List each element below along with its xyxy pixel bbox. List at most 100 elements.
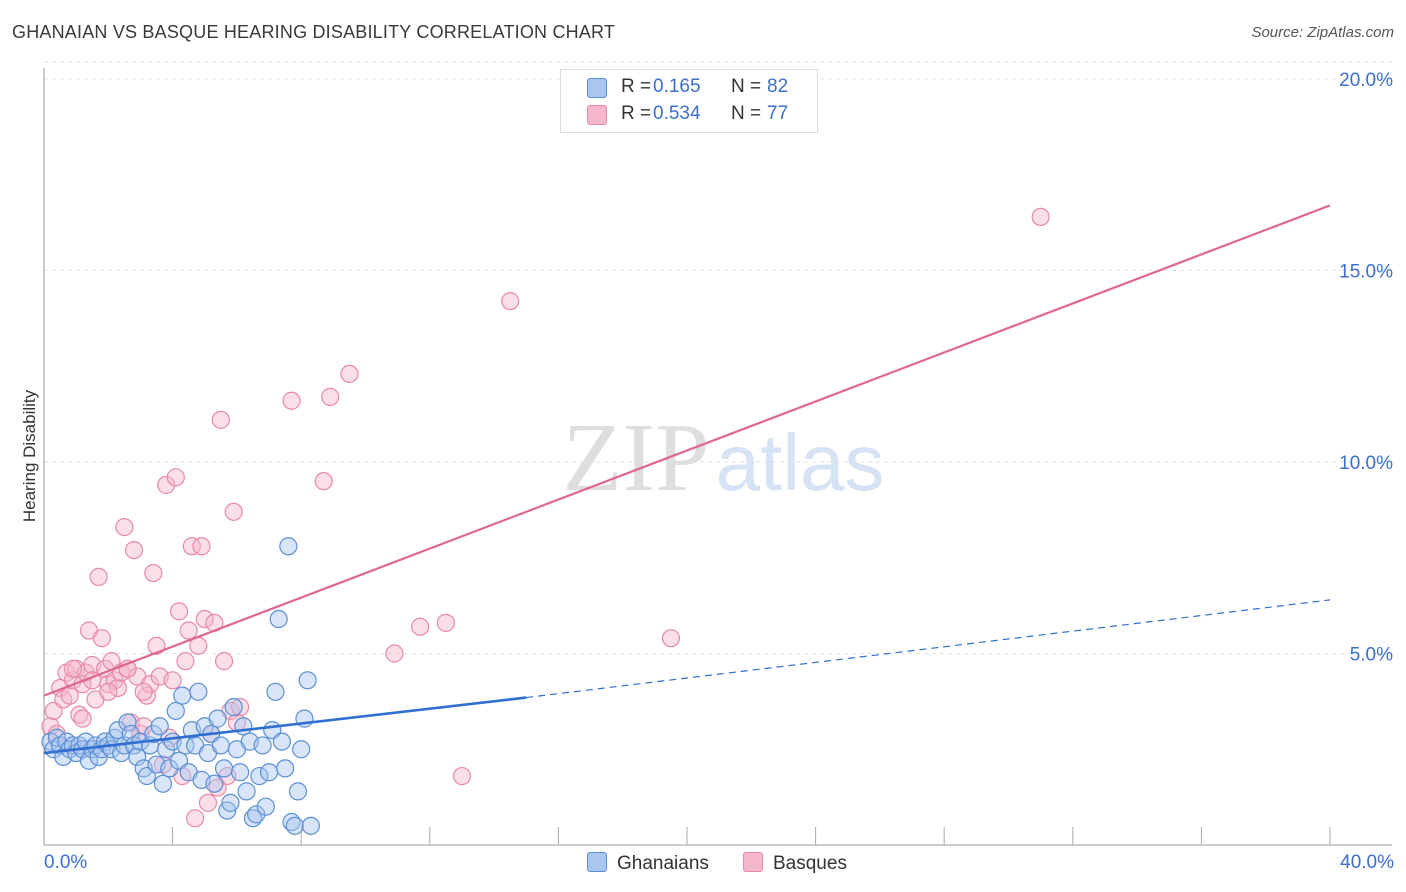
ghanaians-point bbox=[253, 736, 272, 755]
basques-trend-line bbox=[43, 204, 1331, 697]
basques-point bbox=[282, 391, 301, 410]
basques-point bbox=[73, 709, 92, 728]
basques-legend-swatch bbox=[743, 852, 763, 872]
basques-point bbox=[108, 678, 128, 698]
basques-point bbox=[198, 793, 218, 812]
trend-lines bbox=[43, 204, 1331, 755]
basques-point bbox=[179, 621, 198, 640]
ghanaians-point bbox=[288, 782, 308, 801]
basques-points bbox=[41, 207, 1050, 828]
ghanaians-point bbox=[285, 816, 304, 835]
y-tick-label: 20.0% bbox=[1339, 70, 1393, 91]
y-tick-labels: 5.0% 10.0% 15.0% 20.0% bbox=[1339, 70, 1393, 666]
basques-point bbox=[224, 502, 243, 521]
basques-swatch bbox=[587, 105, 607, 125]
ghanaians-point bbox=[266, 682, 285, 701]
ghanaians-point bbox=[150, 717, 169, 736]
ghanaians-point bbox=[276, 759, 295, 778]
y-tick-label: 5.0% bbox=[1350, 645, 1393, 666]
legend-item-basques: Basques bbox=[743, 852, 847, 875]
r-label: R = bbox=[621, 103, 652, 124]
basques-point bbox=[115, 518, 134, 537]
ghanaians-point bbox=[234, 717, 253, 736]
basques-point bbox=[340, 364, 359, 384]
ghanaians-point bbox=[118, 713, 137, 732]
basques-point bbox=[501, 292, 520, 311]
ghanaians-point bbox=[79, 751, 99, 770]
ghanaians-swatch bbox=[587, 78, 607, 98]
basques-point bbox=[89, 567, 108, 587]
basques-point bbox=[63, 659, 83, 678]
basques-point bbox=[163, 671, 182, 690]
n-label: N = bbox=[731, 76, 762, 97]
n-value: 77 bbox=[767, 103, 789, 124]
ghanaians-legend-label: Ghanaians bbox=[617, 853, 709, 874]
n-label: N = bbox=[731, 103, 762, 124]
ghanaians-point bbox=[208, 709, 227, 728]
y-tick-label: 15.0% bbox=[1339, 262, 1393, 283]
r-value: 0.534 bbox=[653, 103, 701, 124]
basques-point bbox=[182, 537, 201, 556]
ghanaians-trend-extension bbox=[526, 599, 1331, 699]
r-value: 0.165 bbox=[653, 76, 701, 97]
r-label: R = bbox=[621, 76, 652, 97]
ghanaians-point bbox=[214, 759, 234, 778]
ghanaians-point bbox=[237, 782, 256, 801]
ghanaians-point bbox=[205, 774, 224, 793]
ghanaians-point bbox=[231, 763, 250, 782]
n-value: 82 bbox=[767, 76, 789, 97]
basques-point bbox=[99, 682, 118, 701]
ghanaians-point bbox=[247, 805, 266, 824]
basques-point bbox=[169, 602, 189, 621]
ghanaians-point bbox=[153, 774, 173, 793]
basques-point bbox=[231, 698, 250, 717]
basques-point bbox=[385, 644, 404, 663]
ghanaians-point bbox=[128, 747, 147, 767]
basques-point bbox=[1031, 207, 1050, 226]
basques-point bbox=[214, 652, 234, 671]
ghanaians-point bbox=[211, 736, 230, 755]
legend-item-ghanaians: Ghanaians bbox=[587, 852, 709, 875]
basques-point bbox=[186, 809, 205, 828]
ghanaians-point bbox=[269, 609, 288, 629]
ghanaians-point bbox=[292, 740, 311, 759]
basques-point bbox=[192, 537, 211, 556]
grid-lines bbox=[44, 61, 1392, 654]
basques-point bbox=[411, 617, 430, 636]
basques-point bbox=[60, 686, 79, 705]
ghanaians-point bbox=[224, 698, 243, 717]
ghanaians-point bbox=[298, 671, 317, 690]
watermark-zip: ZIP bbox=[563, 404, 710, 512]
ghanaians-point bbox=[166, 701, 185, 721]
basques-point bbox=[195, 609, 214, 629]
basques-point bbox=[134, 682, 153, 701]
y-tick-label: 10.0% bbox=[1339, 453, 1393, 474]
ghanaians-point bbox=[301, 816, 320, 835]
ghanaians-trend-line bbox=[43, 696, 527, 755]
watermark-atlas: atlas bbox=[716, 418, 885, 507]
source-label: Source: ZipAtlas.com bbox=[1251, 24, 1394, 41]
ghanaians-point bbox=[160, 759, 179, 778]
basques-point bbox=[166, 468, 185, 487]
ghanaians-point bbox=[250, 766, 269, 786]
x-tick-label-max: 40.0% bbox=[1340, 852, 1394, 873]
axes bbox=[43, 68, 1392, 846]
ghanaians-point bbox=[259, 763, 279, 782]
basques-point bbox=[144, 563, 163, 583]
ghanaians-point bbox=[272, 732, 292, 751]
basques-point bbox=[176, 652, 195, 671]
basques-point bbox=[661, 629, 681, 648]
basques-point bbox=[436, 613, 455, 632]
basques-point bbox=[321, 387, 340, 406]
legend-stats: R = 0.165 N = 82 R = 0.534 N = 77 bbox=[560, 69, 818, 133]
basques-point bbox=[211, 410, 230, 429]
basques-point bbox=[157, 475, 176, 495]
basques-point bbox=[124, 540, 144, 560]
ghanaians-legend-swatch bbox=[587, 852, 607, 872]
ghanaians-point bbox=[189, 682, 208, 701]
basques-point bbox=[314, 472, 333, 491]
basques-point bbox=[452, 766, 472, 786]
ghanaians-point bbox=[221, 793, 240, 812]
ghanaians-point bbox=[279, 537, 298, 556]
